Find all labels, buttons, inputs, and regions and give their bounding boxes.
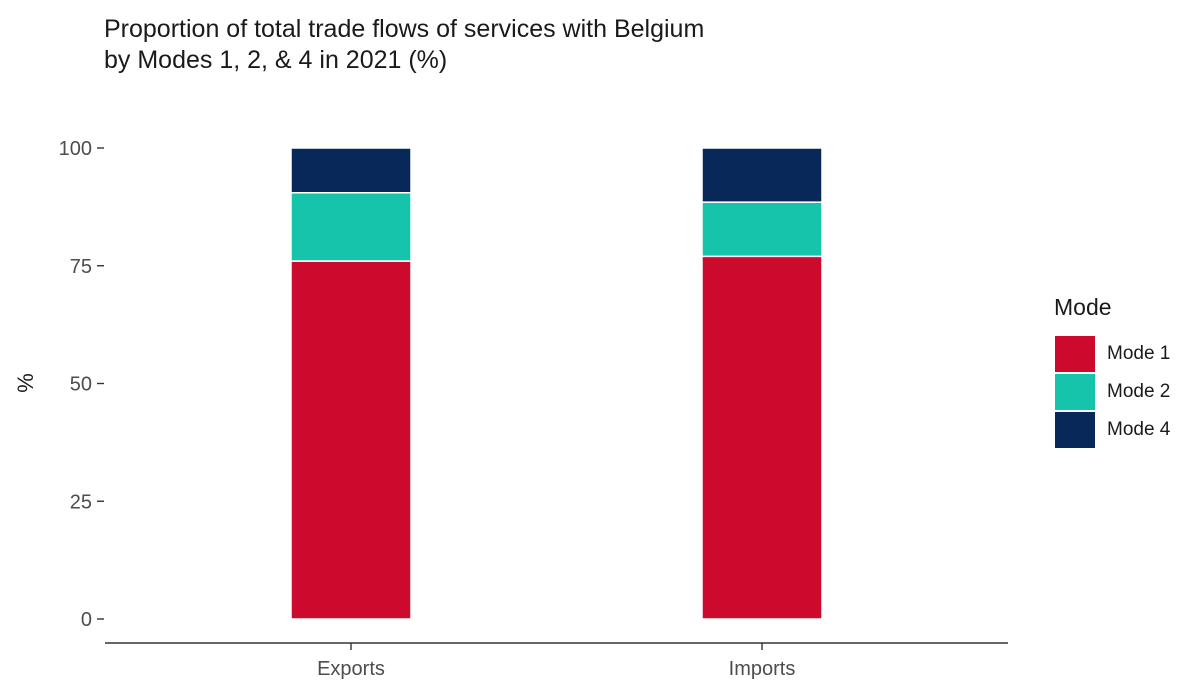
legend-label: Mode 2: [1107, 381, 1171, 402]
y-tick-label: 25: [70, 491, 92, 513]
bar-segment-mode-4: [701, 147, 823, 203]
x-tick-label: Imports: [729, 658, 796, 680]
y-tick-label: 50: [70, 374, 92, 396]
legend-title: Mode: [1054, 294, 1112, 320]
chart-subtitle: by Modes 1, 2, & 4 in 2021 (%): [104, 46, 448, 74]
legend-label: Mode 4: [1107, 419, 1171, 440]
y-tick-label: 75: [70, 256, 92, 278]
bar-segment-mode-1: [701, 255, 823, 620]
legend-item: Mode 4: [1054, 411, 1170, 449]
legend-label: Mode 1: [1107, 343, 1171, 364]
legend-key-swatch: [1054, 411, 1096, 449]
x-tick-label: Exports: [317, 658, 385, 680]
bar-segment-mode-2: [701, 201, 823, 258]
legend-key-swatch: [1054, 373, 1096, 411]
legend-item: Mode 1: [1054, 335, 1170, 373]
chart-title: Proportion of total trade flows of servi…: [104, 15, 705, 43]
y-axis-label: %: [13, 373, 38, 393]
bar-segment-mode-2: [290, 191, 412, 262]
bar-segment-mode-1: [290, 260, 412, 620]
y-tick-label: 0: [81, 609, 92, 631]
bar-segment-mode-4: [290, 147, 412, 194]
chart-title-block: Proportion of total trade flows of servi…: [104, 14, 704, 76]
stacked-bar-chart: 0 25 50 75 100% Exports Imports: [13, 138, 1008, 680]
legend: Mode Mode 1 Mode 2 Mode 4: [1054, 294, 1170, 449]
y-tick-label: 100: [59, 138, 92, 160]
legend-item: Mode 2: [1054, 373, 1170, 411]
legend-key-swatch: [1054, 335, 1096, 373]
legend-items: Mode 1 Mode 2 Mode 4: [1054, 335, 1170, 449]
